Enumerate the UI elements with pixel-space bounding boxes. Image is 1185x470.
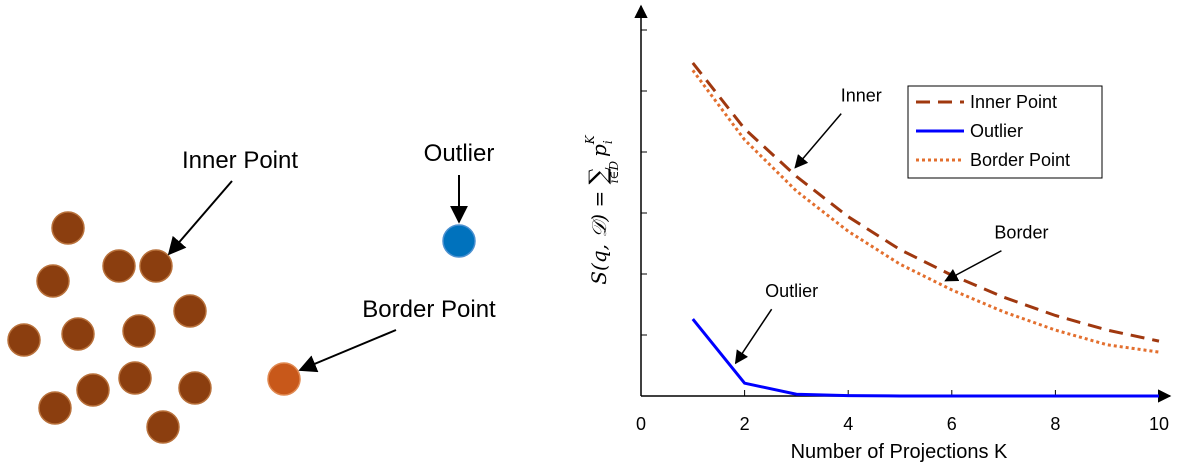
inner-point-label: Inner Point [182, 147, 298, 174]
series-line-border-point [691, 69, 1160, 354]
annotation-arrow [794, 113, 842, 169]
y-label-pK: K [583, 134, 597, 145]
point-diagram: Inner Point Outlier Border Point [7, 140, 496, 444]
x-tick-label: 6 [947, 414, 957, 434]
inner-point-dot [173, 294, 207, 328]
x-tick-label: 4 [843, 414, 853, 434]
legend-entry: Inner Point [970, 92, 1057, 112]
series-line-inner-point [691, 61, 1160, 343]
border-point-label: Border Point [362, 296, 496, 323]
inner-point-dot [36, 264, 70, 298]
inner-point-dot [122, 314, 156, 348]
annotation-label: Border [994, 223, 1048, 243]
border-dot [267, 362, 301, 396]
border-point-arrow [298, 329, 397, 373]
inner-point-dot [7, 323, 41, 357]
inner-point-dot [178, 371, 212, 405]
inner-point-dot [38, 391, 72, 425]
y-axis-label: S(q, 𝒟) = ∑i∈D piK [583, 134, 621, 284]
y-label-p: p [587, 144, 611, 157]
inner-point-dot [51, 211, 85, 245]
annotations: Inner Border Outlier [734, 86, 1048, 365]
x-tick-label: 0 [636, 414, 646, 434]
y-label-sub: i∈D [607, 161, 621, 184]
legend: Inner Point Outlier Border Point [907, 85, 1103, 179]
inner-point-dot [139, 249, 173, 283]
chart: 0 2 4 6 8 10 Number of Projections K S(q, 𝒟) … [583, 4, 1172, 463]
series-group [691, 61, 1160, 398]
series-line-outlier [691, 318, 1159, 398]
y-ticks [641, 29, 647, 336]
y-label-sum: ∑ [584, 167, 612, 184]
inner-point-dot [118, 361, 152, 395]
svg-text:S(q, 𝒟) = ∑i∈DpiK: S(q, 𝒟) = ∑i∈D piK [583, 134, 621, 284]
x-tick-label: 8 [1050, 414, 1060, 434]
x-tick-label: 2 [740, 414, 750, 434]
annotation-label: Inner [841, 86, 882, 106]
annotation-arrow [944, 250, 1002, 282]
annotation-arrow [734, 308, 773, 365]
inner-point-dot [102, 249, 136, 283]
inner-point-cluster [7, 211, 212, 444]
outlier-dot [442, 224, 476, 258]
y-label-lhs: S(q, 𝒟) = [587, 184, 611, 284]
y-label-pi: i [601, 140, 615, 144]
inner-point-dot [146, 410, 180, 444]
inner-point-dot [76, 373, 110, 407]
inner-point-dot [61, 317, 95, 351]
x-tick-label: 10 [1149, 414, 1169, 434]
outlier-label: Outlier [424, 140, 495, 167]
annotation-label: Outlier [765, 281, 818, 301]
inner-point-arrow [167, 180, 233, 256]
legend-entry: Border Point [970, 150, 1070, 170]
legend-entry: Outlier [970, 121, 1023, 141]
x-ticks: 0 2 4 6 8 10 [636, 390, 1169, 434]
x-axis-label: Number of Projections K [791, 441, 1008, 463]
